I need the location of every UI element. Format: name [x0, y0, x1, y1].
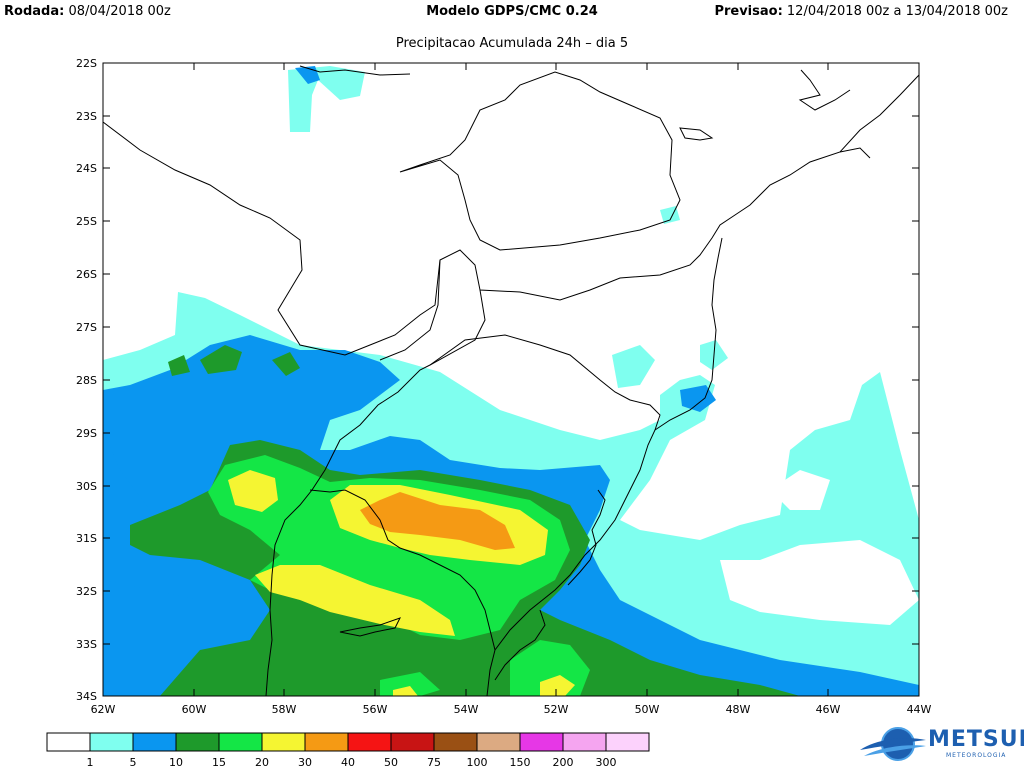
- y-tick-label: 25S: [76, 215, 97, 228]
- y-tick-label: 28S: [76, 374, 97, 387]
- y-tick-label: 34S: [76, 690, 97, 703]
- metsul-logo: METSUL METEOROLOGIA: [858, 724, 1024, 764]
- tick-29S: 29S: [76, 427, 919, 440]
- legend-swatch: [89, 732, 134, 752]
- legend-label: 30: [298, 756, 312, 768]
- y-axis: 22S 23S 24S 25S 26S 27S 28S 29S 30S 31S …: [76, 57, 919, 703]
- tick-26S: 26S: [76, 268, 919, 281]
- precipitation-legend: 1 5 10 15 20 30 40 50 75 100 150 200 300: [46, 732, 650, 768]
- x-tick-label: 48W: [726, 703, 751, 716]
- x-tick-label: 44W: [907, 703, 932, 716]
- legend-swatch: [261, 732, 306, 752]
- legend-label: 100: [467, 756, 488, 768]
- y-tick-label: 22S: [76, 57, 97, 70]
- tick-54W: 54W: [454, 63, 479, 716]
- tick-52W: 52W: [544, 63, 569, 716]
- forecast-value: 12/04/2018 00z a 13/04/2018 00z: [786, 4, 1008, 19]
- tick-46W: 46W: [816, 63, 841, 716]
- tick-60W: 60W: [182, 63, 207, 716]
- legend-label: 1: [87, 756, 94, 768]
- legend-label: 50: [384, 756, 398, 768]
- legend-swatch: [519, 732, 564, 752]
- tick-62W: 62W: [91, 63, 116, 716]
- x-axis: 62W 60W 58W 56W 54W 52W 50W 48W 46W 44W: [91, 63, 932, 716]
- x-tick-label: 46W: [816, 703, 841, 716]
- tick-28S: 28S: [76, 374, 919, 387]
- legend-labels: 1 5 10 15 20 30 40 50 75 100 150 200 300: [87, 756, 617, 768]
- logo-tagline: METEOROLOGIA: [946, 752, 1007, 759]
- x-tick-label: 56W: [363, 703, 388, 716]
- tick-24S: 24S: [76, 162, 919, 175]
- y-tick-label: 27S: [76, 321, 97, 334]
- forecast-label: Previsao:: [714, 4, 783, 19]
- legend-label: 75: [427, 756, 441, 768]
- y-tick-label: 31S: [76, 532, 97, 545]
- legend-swatch: [304, 732, 349, 752]
- tick-23S: 23S: [76, 110, 919, 123]
- legend-swatch: [476, 732, 521, 752]
- tick-50W: 50W: [635, 63, 660, 716]
- legend-label: 40: [341, 756, 355, 768]
- tick-27S: 27S: [76, 321, 919, 334]
- legend-label: 300: [596, 756, 617, 768]
- legend-label: 15: [212, 756, 226, 768]
- run-info: Rodada: 08/04/2018 00z: [4, 4, 171, 19]
- legend-swatch: [46, 732, 91, 752]
- legend-swatch: [347, 732, 392, 752]
- x-tick-label: 52W: [544, 703, 569, 716]
- legend-swatch: [175, 732, 220, 752]
- x-tick-label: 54W: [454, 703, 479, 716]
- tick-58W: 58W: [272, 63, 297, 716]
- legend-label: 200: [553, 756, 574, 768]
- x-tick-label: 60W: [182, 703, 207, 716]
- legend-swatch: [218, 732, 263, 752]
- legend-label: 10: [169, 756, 183, 768]
- run-value: 08/04/2018 00z: [68, 4, 171, 19]
- tick-22S: 22S: [76, 57, 919, 70]
- tick-48W: 48W: [726, 63, 751, 716]
- precip-fields: [103, 63, 919, 696]
- legend-swatch: [605, 732, 650, 752]
- forecast-info: Previsao: 12/04/2018 00z a 13/04/2018 00…: [714, 4, 1008, 19]
- y-tick-label: 24S: [76, 162, 97, 175]
- x-tick-label: 62W: [91, 703, 116, 716]
- tick-25S: 25S: [76, 215, 919, 228]
- tick-56W: 56W: [363, 63, 388, 716]
- legend-swatches: [46, 732, 650, 752]
- y-tick-label: 29S: [76, 427, 97, 440]
- run-label: Rodada:: [4, 4, 65, 19]
- legend-label: 5: [130, 756, 137, 768]
- map-subtitle: Precipitacao Acumulada 24h – dia 5: [395, 36, 629, 51]
- y-tick-label: 30S: [76, 480, 97, 493]
- legend-swatch: [562, 732, 607, 752]
- tick-34S: 34S: [76, 690, 919, 703]
- legend-label: 20: [255, 756, 269, 768]
- legend-swatch: [132, 732, 177, 752]
- tick-30S: 30S: [76, 480, 919, 493]
- model-title: Modelo GDPS/CMC 0.24: [426, 4, 598, 19]
- country-borders: [103, 65, 919, 696]
- tick-32S: 32S: [76, 585, 919, 598]
- tick-33S: 33S: [76, 638, 919, 651]
- y-tick-label: 23S: [76, 110, 97, 123]
- x-tick-label: 50W: [635, 703, 660, 716]
- globe-logo-icon: [860, 727, 926, 761]
- y-tick-label: 33S: [76, 638, 97, 651]
- y-tick-label: 26S: [76, 268, 97, 281]
- legend-label: 150: [510, 756, 531, 768]
- legend-swatch: [390, 732, 435, 752]
- legend-swatch: [433, 732, 478, 752]
- logo-name: METSUL: [928, 727, 1024, 752]
- x-tick-label: 58W: [272, 703, 297, 716]
- tick-31S: 31S: [76, 532, 919, 545]
- y-tick-label: 32S: [76, 585, 97, 598]
- tick-44W: 44W: [907, 63, 932, 716]
